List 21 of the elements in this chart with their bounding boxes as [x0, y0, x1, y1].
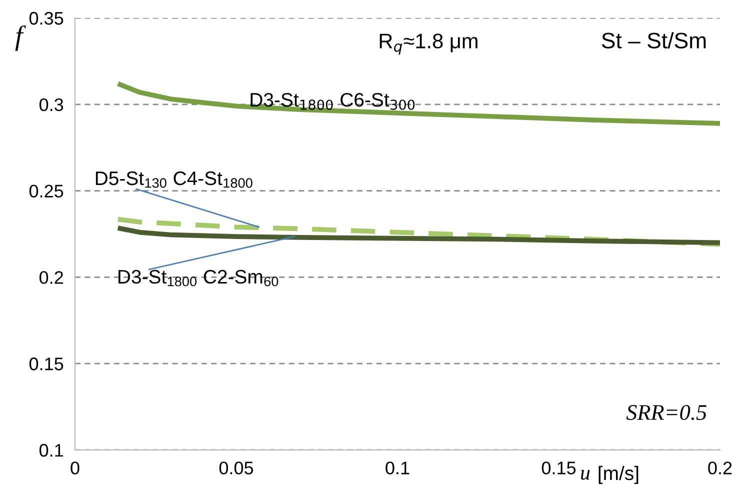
- annotation: St – St/Sm: [602, 32, 706, 48]
- x-tick-label: 0.05: [219, 462, 254, 474]
- x-tick-label: 0.15: [542, 462, 576, 474]
- line-series: [115, 81, 720, 126]
- x-tick-label: 0.1: [386, 462, 410, 474]
- x-axis-title: u [m/s]: [581, 466, 638, 484]
- y-tick-label: 0.2: [39, 271, 63, 284]
- y-tick-label: 0.15: [29, 358, 64, 370]
- y-axis-title: f: [15, 25, 26, 51]
- y-tick-label: 0.1: [39, 444, 64, 457]
- annotation: R$_{q}$≈1.8 μm: [380, 34, 478, 55]
- annotation: D3-St$_{1800}$ C6-St$_{300}$: [250, 92, 415, 110]
- annotation: D5-St$_{130}$ C4-St$_{1800}$: [96, 171, 252, 188]
- y-tick-label: 0.3: [39, 98, 64, 112]
- line-series: [115, 226, 720, 246]
- x-tick-label: 0: [70, 462, 80, 474]
- annotation: D3-St$_{1800}$ C2-Sm$_{60}$: [118, 270, 278, 286]
- y-tick-label: 0.25: [29, 184, 64, 198]
- x-tick-label: 0.2: [708, 462, 732, 474]
- y-tick-label: 0.35: [29, 12, 64, 25]
- annotation: SRR=0.5: [626, 404, 706, 420]
